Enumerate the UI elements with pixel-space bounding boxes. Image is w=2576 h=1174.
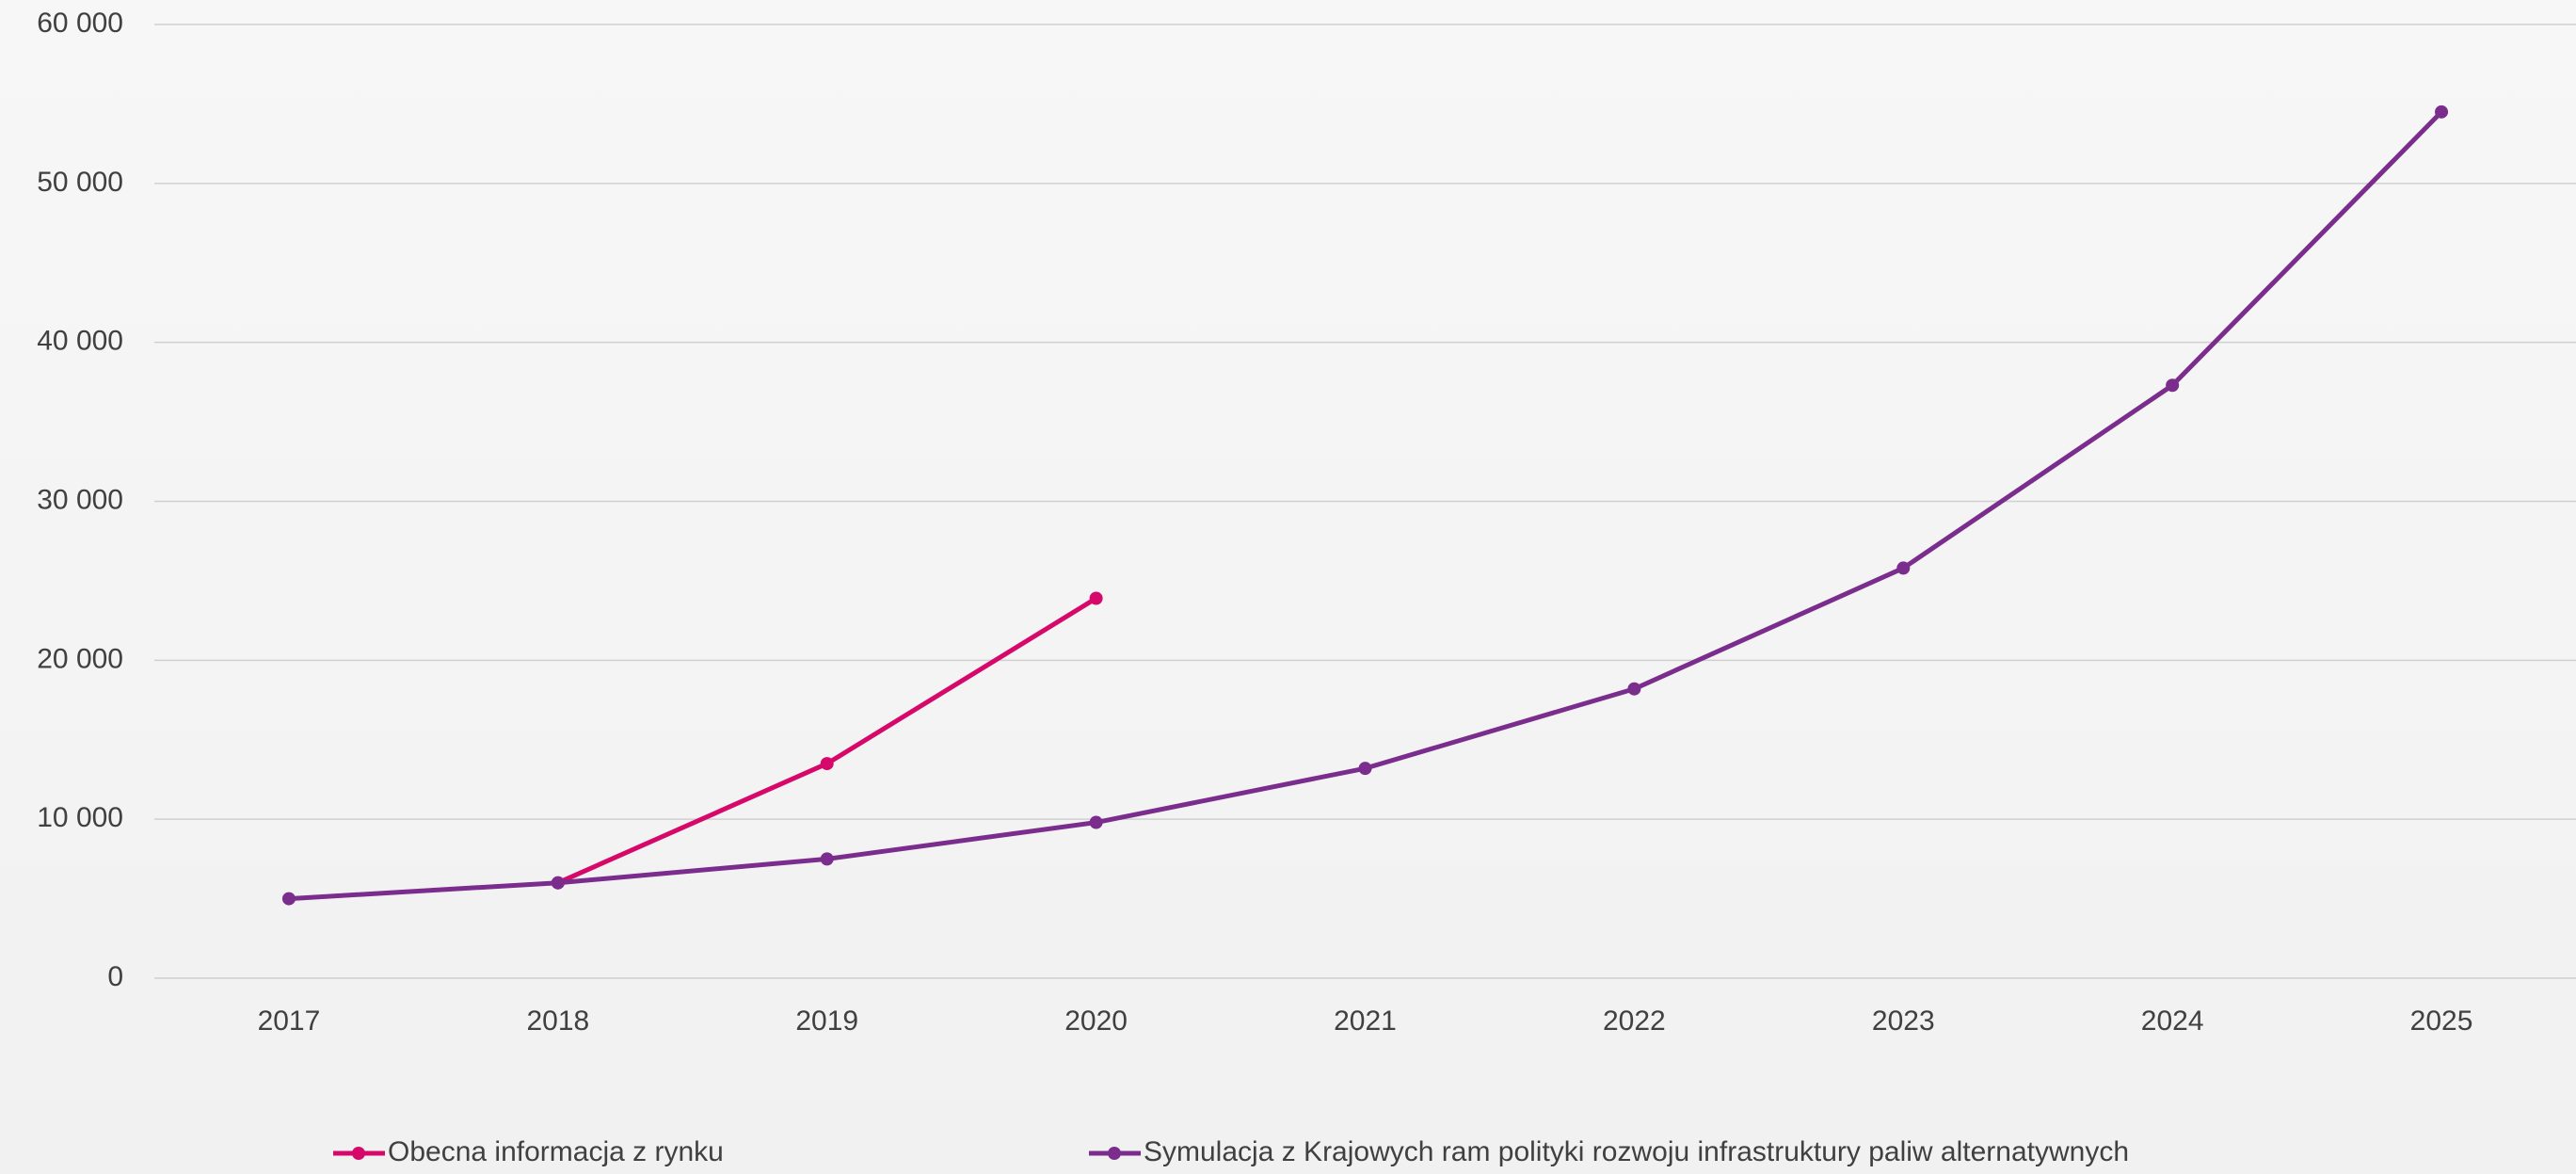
legend-marker	[352, 1147, 365, 1160]
y-tick-label: 60 000	[37, 8, 123, 39]
data-point	[2435, 105, 2448, 119]
x-tick-label: 2020	[1064, 1005, 1128, 1037]
x-tick-label: 2017	[258, 1005, 321, 1037]
data-point	[2166, 378, 2179, 392]
y-tick-label: 30 000	[37, 484, 123, 515]
legend-marker	[1108, 1147, 1121, 1160]
x-tick-label: 2022	[1603, 1005, 1666, 1037]
y-tick-label: 50 000	[37, 167, 123, 198]
y-tick-label: 0	[107, 961, 123, 992]
x-tick-label: 2018	[526, 1005, 589, 1037]
data-point	[1090, 591, 1103, 604]
x-tick-label: 2019	[795, 1005, 858, 1037]
legend-label: Obecna informacja z rynku	[388, 1136, 724, 1167]
y-tick-label: 40 000	[37, 326, 123, 357]
x-tick-label: 2023	[1872, 1005, 1935, 1037]
y-tick-label: 20 000	[37, 643, 123, 674]
x-tick-label: 2021	[1334, 1005, 1397, 1037]
x-tick-label: 2024	[2141, 1005, 2204, 1037]
legend-label: Symulacja z Krajowych ram polityki rozwo…	[1144, 1136, 2129, 1167]
data-point	[1359, 762, 1372, 775]
data-point	[821, 757, 834, 770]
x-tick-label: 2025	[2410, 1005, 2473, 1037]
y-tick-label: 10 000	[37, 802, 123, 833]
data-point	[282, 893, 296, 906]
data-point	[821, 852, 834, 865]
series-line	[558, 598, 1096, 882]
data-point	[1896, 561, 1910, 574]
data-point	[552, 876, 565, 890]
series-line	[289, 112, 2441, 899]
data-point	[1627, 683, 1640, 696]
data-point	[1090, 816, 1103, 829]
chart: 0 10 000 20 000 30 000 40 000 50 000 60 000 201…	[0, 0, 2576, 1174]
